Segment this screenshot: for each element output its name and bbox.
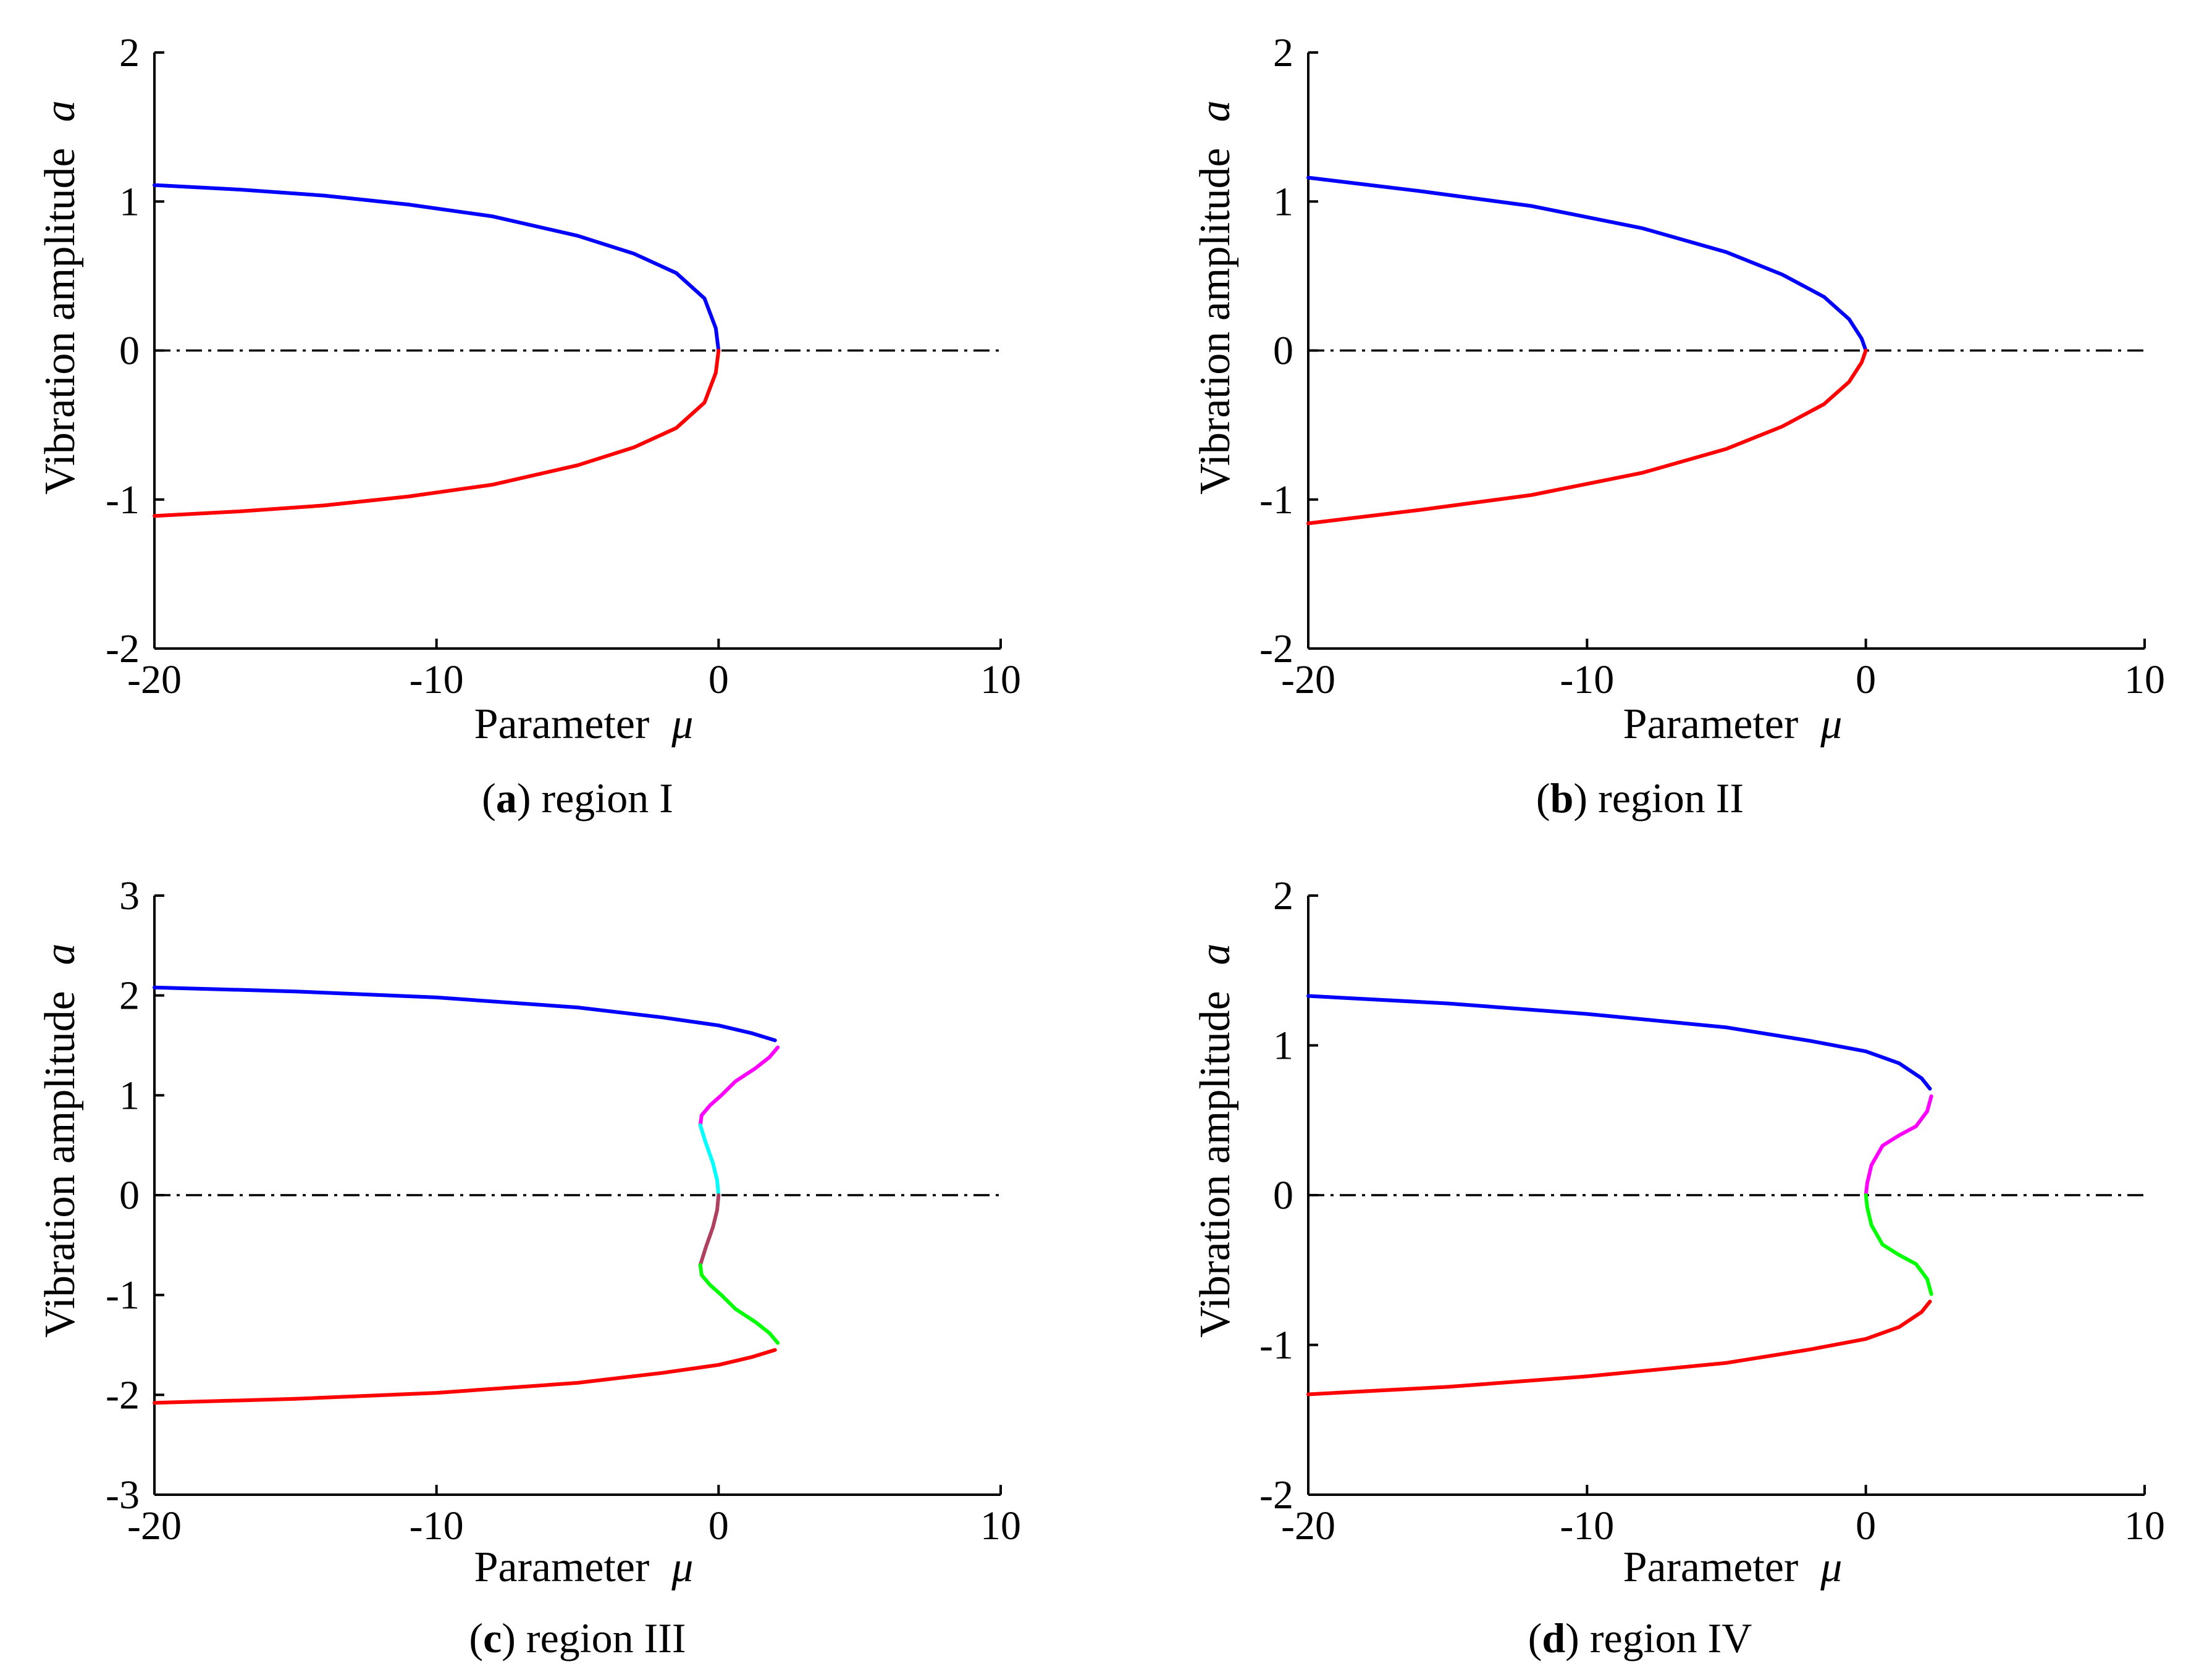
y-tick-label: 0 [1273, 329, 1293, 374]
x-axis-label: Parameter [1623, 1544, 1799, 1591]
y-axis-symbol: a [36, 101, 84, 122]
y-tick-label: 2 [119, 30, 140, 75]
x-axis-title: Parameter μ [474, 700, 694, 748]
x-tick-label: -10 [410, 1503, 464, 1548]
panel-caption-text: region I [531, 775, 673, 821]
series-line-2 [1864, 1094, 1933, 1197]
x-tick-label: 10 [980, 1503, 1021, 1548]
x-tick-label: -20 [1281, 657, 1335, 702]
x-axis-symbol: μ [671, 1544, 693, 1591]
y-tick-label: -1 [1259, 1323, 1293, 1368]
y-tick-label: -2 [1259, 1472, 1293, 1518]
series-line-1 [153, 985, 777, 1043]
y-tick-label: -2 [1259, 626, 1293, 671]
y-tick-label: 1 [1273, 179, 1293, 224]
y-tick-label: 2 [119, 973, 140, 1018]
panel-caption: (a) region I [482, 775, 673, 821]
series-line-2 [698, 1045, 780, 1127]
y-tick-label: -2 [106, 626, 140, 671]
y-tick-label: -2 [106, 1372, 140, 1418]
series-line-2 [153, 348, 721, 518]
y-tick-label: 1 [119, 179, 140, 224]
series-line-4 [1306, 1300, 1932, 1396]
series-line-2 [1306, 348, 1868, 526]
y-axis-symbol: a [36, 944, 84, 965]
y-tick-label: -1 [106, 477, 140, 523]
series-line-5 [698, 1263, 780, 1345]
x-axis-title: Parameter μ [474, 1544, 694, 1591]
y-axis-title: Vibration amplitude [1192, 148, 1239, 495]
y-tick-label: -1 [1259, 477, 1293, 523]
x-axis-symbol: μ [1820, 700, 1842, 748]
series-line-3 [1864, 1193, 1933, 1296]
y-tick-label: -3 [106, 1472, 140, 1518]
x-tick-label: -20 [127, 657, 182, 702]
panel-caption-text: region II [1587, 775, 1744, 821]
series-line-6 [153, 1348, 777, 1405]
x-tick-label: -10 [410, 657, 464, 702]
series-line-4 [698, 1193, 721, 1267]
panel-letter: a [496, 775, 517, 821]
x-tick-label: 10 [980, 657, 1021, 702]
y-axis-title: Vibration amplitude [1192, 991, 1239, 1338]
y-tick-label: 2 [1273, 873, 1293, 918]
y-tick-label: 1 [1273, 1023, 1293, 1069]
x-tick-label: 10 [2124, 1503, 2165, 1548]
panel-caption-text: region III [516, 1615, 686, 1661]
panel-letter: b [1550, 775, 1574, 821]
y-tick-label: 0 [1273, 1173, 1293, 1218]
panel-caption: (d) region IV [1528, 1615, 1752, 1661]
panel-caption: (b) region II [1536, 775, 1744, 821]
x-tick-label: 0 [708, 657, 729, 702]
panel-caption-text: region IV [1579, 1615, 1752, 1661]
x-axis-title: Parameter μ [1623, 700, 1843, 748]
x-tick-label: -20 [127, 1503, 182, 1548]
y-tick-label: 1 [119, 1073, 140, 1118]
series-line-1 [1306, 175, 1868, 353]
series-line-3 [698, 1123, 721, 1197]
y-axis-title: Vibration amplitude [36, 148, 84, 495]
y-axis-symbol: a [1192, 101, 1239, 122]
y-axis-symbol: a [1192, 944, 1239, 965]
x-axis-label: Parameter [1623, 700, 1799, 748]
x-tick-label: -20 [1281, 1503, 1335, 1548]
x-axis-title: Parameter μ [1623, 1544, 1843, 1591]
x-tick-label: 0 [1856, 1503, 1876, 1548]
series-line-1 [153, 183, 721, 353]
x-tick-label: -10 [1560, 1503, 1614, 1548]
x-axis-symbol: μ [1820, 1544, 1842, 1591]
x-axis-label: Parameter [474, 700, 650, 748]
y-tick-label: 0 [119, 1173, 140, 1218]
y-tick-label: 3 [119, 873, 140, 918]
x-tick-label: -10 [1560, 657, 1614, 702]
x-tick-label: 10 [2124, 657, 2165, 702]
y-tick-label: -1 [106, 1273, 140, 1318]
y-tick-label: 2 [1273, 30, 1293, 75]
series-line-1 [1306, 994, 1932, 1091]
x-axis-label: Parameter [474, 1544, 650, 1591]
panel-letter: d [1542, 1615, 1565, 1661]
y-tick-label: 0 [119, 329, 140, 374]
panel-caption: (c) region III [469, 1615, 686, 1661]
x-tick-label: 0 [708, 1503, 729, 1548]
x-axis-symbol: μ [671, 700, 693, 748]
x-tick-label: 0 [1856, 657, 1876, 702]
panel-letter: c [483, 1615, 502, 1661]
y-axis-title: Vibration amplitude [36, 991, 84, 1338]
